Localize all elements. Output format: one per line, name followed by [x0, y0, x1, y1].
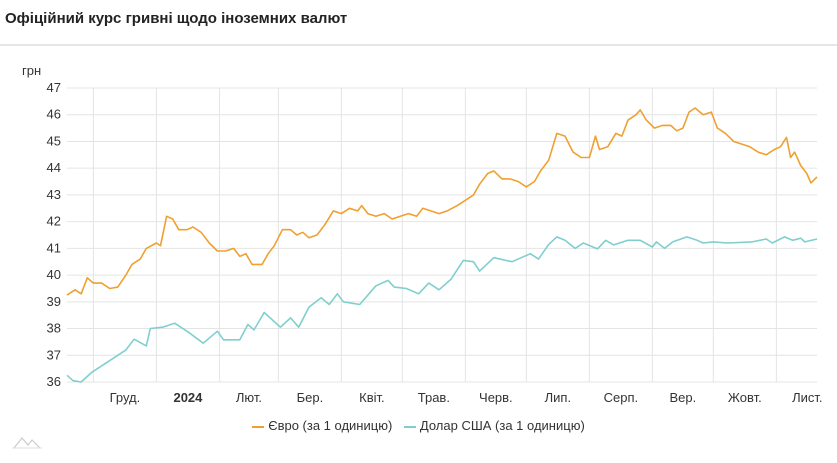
- y-tick-label: 41: [47, 240, 61, 255]
- series-lines: [66, 107, 818, 383]
- x-tick-label: Черв.: [479, 390, 513, 405]
- x-axis: Груд. 2024 Лют. Бер. Квіт. Трав. Черв. Лип. Серп…: [110, 390, 823, 405]
- grid: [67, 87, 817, 383]
- y-tick-label: 38: [47, 321, 61, 336]
- x-tick-label: Квіт.: [359, 390, 385, 405]
- series-line-usd: [66, 236, 818, 383]
- legend-item-usd[interactable]: Долар США (за 1 одиницю): [403, 418, 585, 433]
- y-tick-label: 40: [47, 267, 61, 282]
- x-tick-label: Бер.: [297, 390, 324, 405]
- legend-item-euro[interactable]: Євро (за 1 одиницю): [252, 418, 392, 433]
- y-tick-label: 46: [47, 107, 61, 122]
- legend: Євро (за 1 одиницю) Долар США (за 1 один…: [0, 418, 837, 433]
- x-tick-label: Трав.: [418, 390, 450, 405]
- x-tick-label: Груд.: [110, 390, 141, 405]
- x-tick-label: Серп.: [604, 390, 639, 405]
- y-tick-label: 39: [47, 294, 61, 309]
- y-tick-label: 37: [47, 347, 61, 362]
- y-tick-label: 47: [47, 80, 61, 95]
- y-tick-label: 45: [47, 133, 61, 148]
- x-tick-label: Лют.: [236, 390, 262, 405]
- title-divider: [0, 44, 837, 46]
- x-tick-label: Лип.: [545, 390, 571, 405]
- y-tick-label: 42: [47, 214, 61, 229]
- legend-swatch: [252, 425, 265, 428]
- x-tick-label: Вер.: [669, 390, 696, 405]
- y-axis: 36 37 38 39 40 41 42 43 44 45 46 47: [47, 80, 61, 389]
- legend-swatch: [403, 425, 416, 428]
- y-tick-label: 44: [47, 160, 61, 175]
- logo-icon: [12, 437, 42, 449]
- x-tick-label: Лист.: [792, 390, 822, 405]
- series-line-euro: [66, 107, 818, 296]
- y-tick-label: 36: [47, 374, 61, 389]
- chart-title: Офіційний курс гривні щодо іноземних вал…: [5, 10, 348, 27]
- x-tick-label: 2024: [173, 390, 203, 405]
- y-tick-label: 43: [47, 187, 61, 202]
- x-tick-label: Жовт.: [728, 390, 762, 405]
- y-axis-label: грн: [22, 63, 41, 78]
